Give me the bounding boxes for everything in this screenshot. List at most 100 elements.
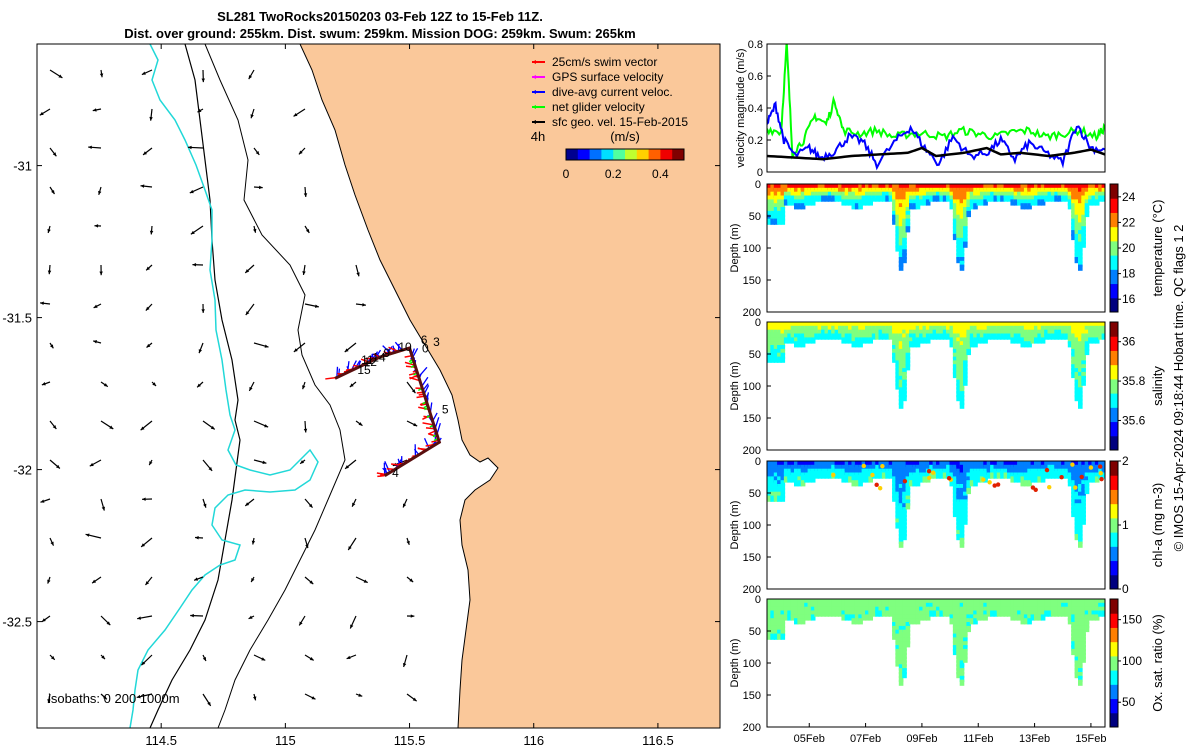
section-cell xyxy=(952,464,958,471)
section-cell xyxy=(844,606,850,613)
section-cell xyxy=(1081,602,1086,609)
section-cell xyxy=(838,602,843,609)
section-cell xyxy=(1078,187,1083,194)
geostrophic-arrow-head xyxy=(145,306,150,311)
geostrophic-arrow-head xyxy=(202,657,206,662)
section-cell xyxy=(925,610,931,617)
section-cell xyxy=(898,383,904,390)
section-cell xyxy=(1091,602,1097,609)
section-cell xyxy=(963,325,968,332)
section-cell xyxy=(794,606,799,613)
section-cell xyxy=(959,472,965,479)
section-cell xyxy=(1078,368,1083,375)
section-cell xyxy=(902,472,907,479)
section-cell xyxy=(898,356,904,363)
section-cell xyxy=(952,345,958,352)
section-cell xyxy=(858,464,863,471)
section-cell xyxy=(892,629,897,636)
section-cell xyxy=(959,499,965,506)
section-cell xyxy=(1023,599,1029,606)
section-cell xyxy=(966,599,971,606)
chl-hotspot xyxy=(861,463,866,469)
section-background xyxy=(767,322,1105,450)
section-cell xyxy=(858,322,863,329)
section-cell xyxy=(851,610,857,617)
section-cell xyxy=(905,352,911,359)
section-cell xyxy=(851,191,857,198)
section-cell xyxy=(804,191,809,198)
section-cell xyxy=(1084,614,1090,621)
section-cell xyxy=(898,337,904,344)
section-cell xyxy=(956,461,961,468)
section-cell xyxy=(773,187,779,194)
isobath-200m xyxy=(204,44,346,728)
section-cell xyxy=(797,337,802,344)
section-cell xyxy=(780,337,786,344)
geostrophic-arrow-head xyxy=(250,114,254,119)
section-cell xyxy=(848,476,853,483)
section-cell xyxy=(1020,461,1026,468)
section-cell xyxy=(912,480,917,487)
section-cell xyxy=(1094,468,1100,475)
section-cell xyxy=(959,633,965,640)
section-cell xyxy=(952,610,958,617)
section-cell xyxy=(810,472,816,479)
section-cell xyxy=(990,191,995,198)
section-cell xyxy=(868,325,873,332)
section-cell xyxy=(875,461,880,468)
section-cell xyxy=(963,230,968,237)
section-cell xyxy=(773,214,779,221)
section-cell xyxy=(773,352,779,359)
section-cell xyxy=(939,191,944,198)
geostrophic-arrow xyxy=(201,303,205,313)
section-cell xyxy=(854,464,860,471)
section-cell xyxy=(773,464,779,471)
geostrophic-arrow-head xyxy=(403,503,407,508)
section-cell xyxy=(767,348,772,356)
section-cell xyxy=(898,360,904,367)
section-cell xyxy=(956,341,961,348)
geostrophic-arrow xyxy=(49,69,63,79)
section-cell xyxy=(942,461,948,468)
section-cell xyxy=(942,322,948,329)
section-cell xyxy=(919,610,924,617)
section-cell xyxy=(1047,329,1053,336)
section-cell xyxy=(841,476,846,483)
section-cell xyxy=(1034,461,1039,468)
section-cell xyxy=(952,184,958,191)
section-cell xyxy=(770,191,775,198)
section-cell xyxy=(902,664,907,671)
section-colorbar-tick-label: 20 xyxy=(1122,241,1136,255)
section-cell xyxy=(770,337,775,344)
section-cell xyxy=(979,333,985,340)
section-cell xyxy=(878,329,884,336)
section-cell xyxy=(1071,648,1076,656)
section-cell xyxy=(1013,184,1019,191)
geostrophic-arrow xyxy=(47,264,52,275)
section-cell xyxy=(959,203,965,210)
geostrophic-arrow-head xyxy=(314,304,319,308)
section-cell xyxy=(963,503,968,510)
geostrophic-arrow xyxy=(253,420,269,428)
section-cell xyxy=(1044,329,1049,336)
section-y-tick-label: 0 xyxy=(755,594,761,606)
section-cell xyxy=(949,187,955,194)
section-cell xyxy=(956,484,961,491)
section-cell xyxy=(1044,599,1049,606)
colorbar-tick-label: 0 xyxy=(563,167,570,181)
section-cell xyxy=(902,348,907,356)
section-cell xyxy=(929,461,934,468)
section-cell xyxy=(956,468,961,475)
section-cell xyxy=(973,333,978,340)
geostrophic-arrow xyxy=(187,145,204,150)
section-cell xyxy=(895,622,900,629)
section-cell xyxy=(898,245,904,252)
section-cell xyxy=(895,333,900,340)
section-cell xyxy=(969,480,975,487)
section-cell xyxy=(1017,606,1022,613)
section-cell xyxy=(848,464,853,471)
section-cell xyxy=(979,599,985,606)
chl-hotspot xyxy=(1033,487,1038,492)
section-cell xyxy=(1078,476,1083,483)
time-tick-label: 11Feb xyxy=(963,733,993,745)
